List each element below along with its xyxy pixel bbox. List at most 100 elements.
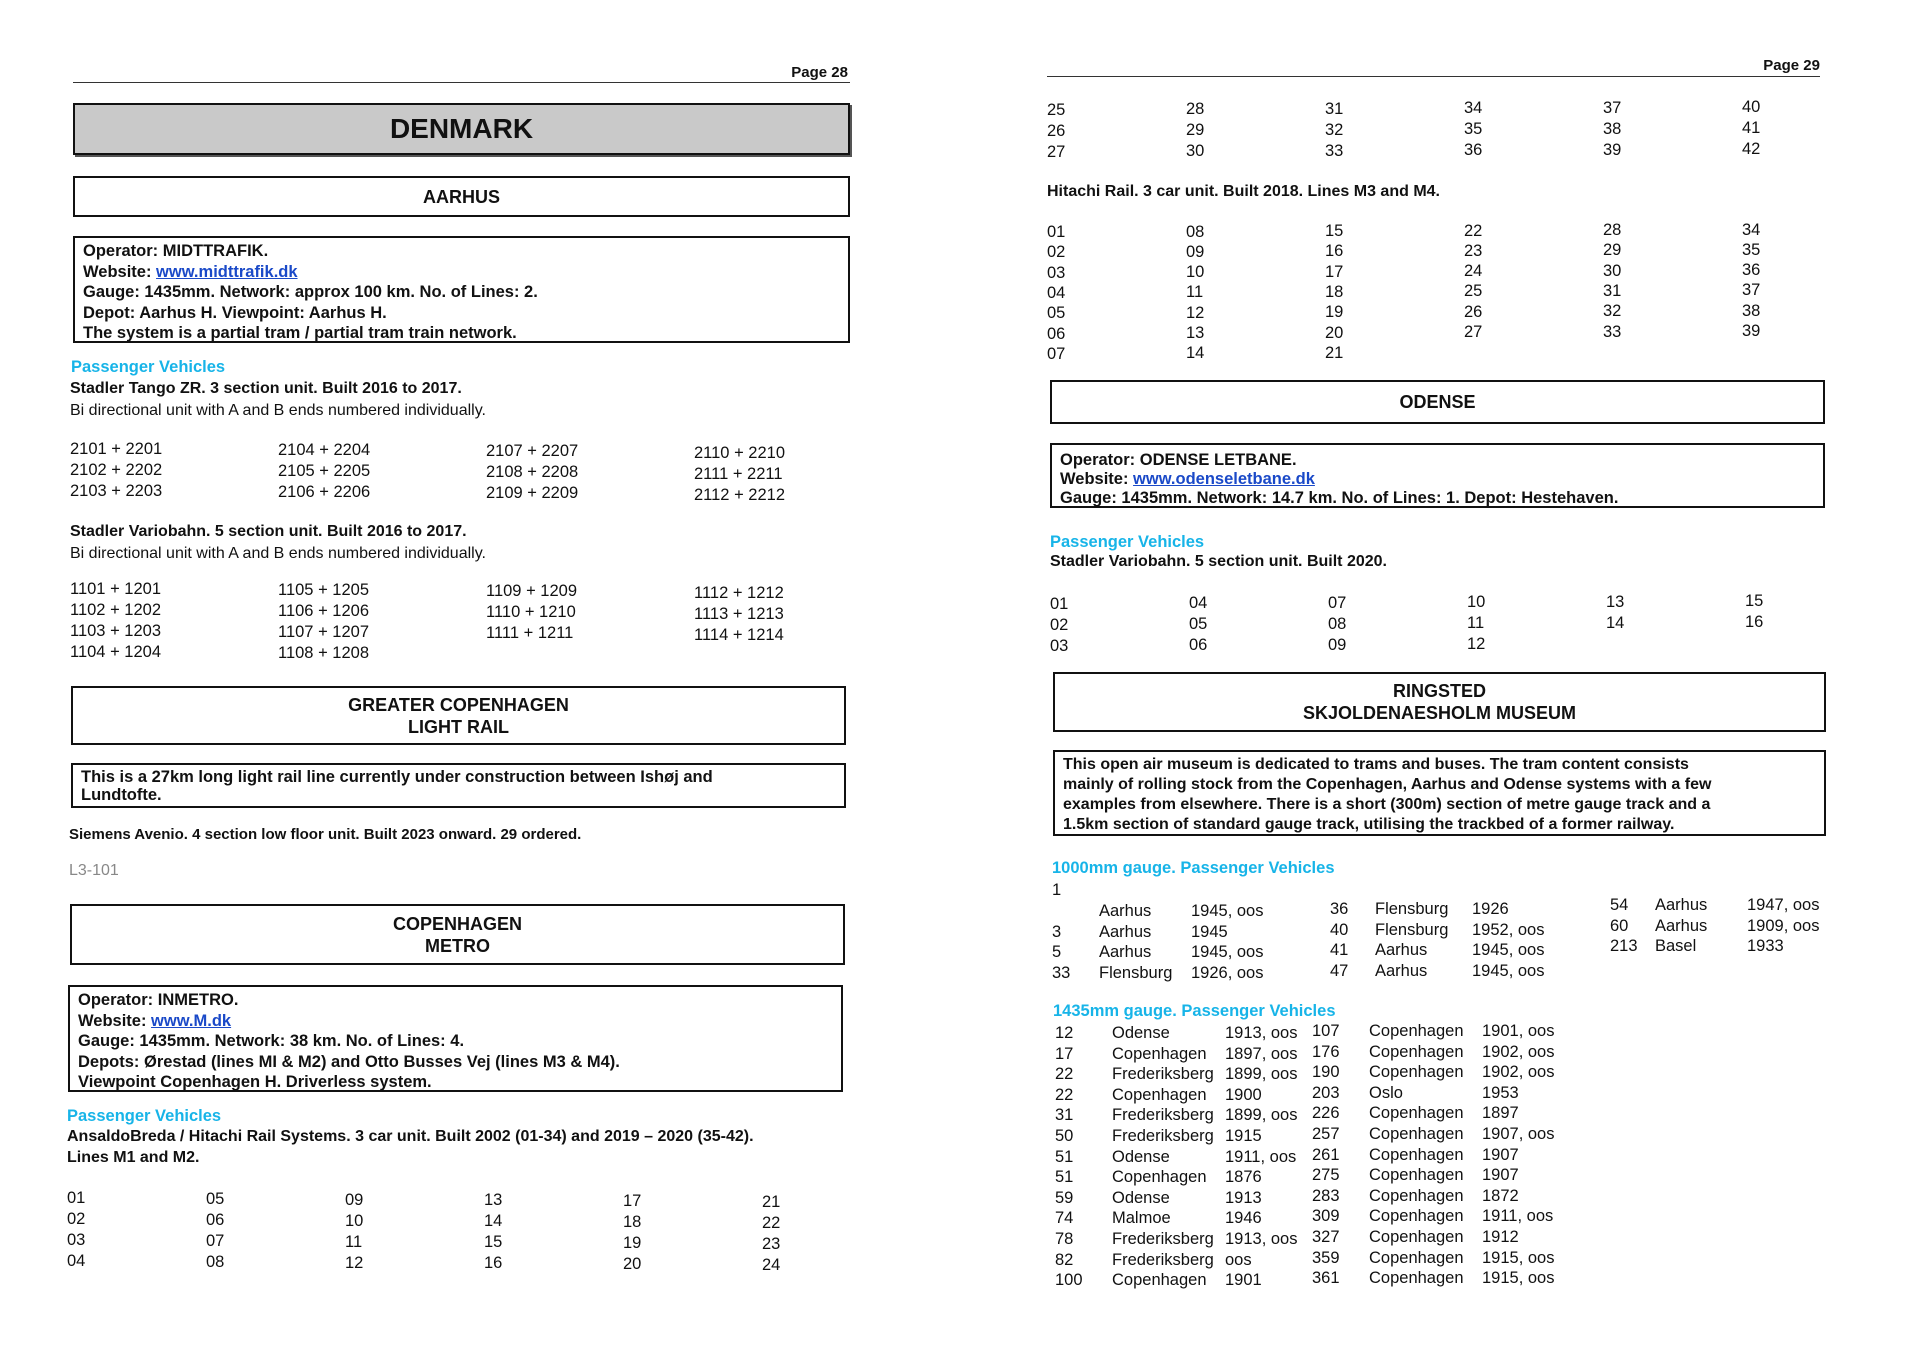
vehicle-number: 78 [1055,1230,1074,1248]
vehicle-number: 1109 + 1209 [486,582,577,601]
origin-city: Aarhus [1375,961,1428,980]
vehicle-number: 107 [1312,1022,1340,1040]
vehicle-number: 09 [1186,242,1205,261]
vehicle-number: 07 [1047,344,1066,363]
info-line: Gauge: 1435mm. Network: approx 100 km. N… [83,283,538,301]
vehicle-number: 02 [1050,616,1069,634]
vehicle-number: 37 [1742,281,1761,300]
vehicle-number: 25 [1047,101,1066,119]
vehicle-type-title: Hitachi Rail. 3 car unit. Built 2018. Li… [1047,183,1440,200]
vehicle-number: 190 [1312,1063,1340,1082]
website-link[interactable]: www.odenseletbane.dk [1133,470,1315,488]
vehicle-number: 1108 + 1208 [278,644,369,663]
origin-city: Copenhagen [1112,1168,1207,1187]
vehicle-number: 19 [1325,303,1344,322]
vehicle-number: 2105 + 2205 [278,462,371,481]
year-status: 1907 [1482,1145,1519,1164]
vehicle-number: 226 [1312,1104,1340,1123]
vehicle-number: 30 [1186,142,1205,161]
vehicle-number: 27 [1047,143,1066,161]
origin-city: Copenhagen [1112,1044,1207,1063]
year-status: 1915 [1225,1127,1262,1145]
vehicle-type-title: Stadler Tango ZR. 3 section unit. Built … [70,380,462,397]
vehicle-number: L3-101 [69,862,119,879]
vehicle-number: 25 [1464,282,1483,301]
vehicle-number: 22 [1464,221,1483,240]
info-line: The system is a partial tram / partial t… [83,324,517,342]
gauge-heading: 1000mm gauge. Passenger Vehicles [1052,859,1335,877]
website-link[interactable]: www.midttrafik.dk [156,262,298,281]
vehicle-number: 31 [1055,1106,1074,1125]
vehicle-number: 13 [1606,592,1625,611]
vehicle-number: 11 [1467,614,1485,633]
vehicle-number: 11 [345,1232,363,1251]
vehicle-number: 1111 + 1211 [486,624,574,643]
vehicle-type-title: Stadler Variobahn. 5 section unit. Built… [1050,553,1387,570]
info-line: Operator: INMETRO. [78,991,239,1009]
vehicle-number: 01 [67,1189,86,1207]
origin-city: Copenhagen [1369,1104,1464,1123]
vehicle-number: 2102 + 2202 [70,461,163,479]
vehicle-number: 12 [345,1253,364,1272]
vehicle-number: 10 [345,1211,364,1230]
vehicle-number: 24 [762,1256,781,1274]
vehicle-number: 18 [1325,282,1344,301]
vehicle-number: 1114 + 1214 [694,625,784,644]
origin-city: Copenhagen [1369,1228,1464,1246]
vehicle-number: 31 [1325,99,1344,118]
origin-city: Malmoe [1112,1209,1171,1228]
section-title: RINGSTED [1392,681,1486,701]
year-status: 1952, oos [1472,920,1545,939]
vehicle-number: 42 [1742,140,1761,158]
vehicle-number: 51 [1055,1168,1074,1187]
vehicle-number: 16 [1325,242,1344,261]
vehicle-number: 16 [1745,613,1764,631]
section-title: COPENHAGEN [392,913,522,934]
vehicle-number: 41 [1742,119,1761,137]
vehicle-number: 5 [1052,943,1062,961]
vehicle-number: 04 [67,1252,86,1270]
origin-city: Copenhagen [1369,1269,1464,1288]
vehicle-number: 24 [1464,262,1483,281]
vehicle-number: 1110 + 1210 [486,603,576,622]
vehicle-number: 21 [762,1193,781,1211]
vehicle-number: 41 [1330,941,1349,959]
vehicle-number: 03 [1047,263,1066,282]
country-heading: DENMARK [73,103,850,155]
vehicle-number: 03 [67,1231,86,1249]
website-link[interactable]: www.M.dk [151,1011,232,1030]
vehicle-number: 17 [1055,1044,1074,1063]
vehicle-number: 54 [1610,896,1629,914]
info-line: Operator: ODENSE LETBANE. [1060,451,1297,469]
year-status: 1953 [1482,1083,1519,1102]
vehicle-number: 07 [1328,593,1347,612]
vehicle-number: 05 [1189,615,1208,634]
year-status: 1912 [1482,1228,1519,1246]
origin-city: Odense [1112,1024,1170,1042]
vehicle-number: 59 [1055,1188,1074,1207]
vehicle-number: 203 [1312,1083,1340,1102]
vehicle-number: 31 [1603,281,1622,300]
vehicle-number: 327 [1312,1228,1340,1246]
origin-city: Copenhagen [1369,1063,1464,1082]
year-status: 1897 [1482,1104,1519,1123]
info-line: Gauge: 1435mm. Network: 38 km. No. of Li… [78,1032,465,1050]
vehicle-number: 1102 + 1202 [70,601,161,619]
vehicle-number: 2104 + 2204 [278,441,371,460]
vehicle-number: 29 [1603,241,1622,260]
info-line: Website: www.midttrafik.dk [83,262,298,281]
vehicle-number: 34 [1464,99,1483,118]
vehicle-number: 22 [762,1214,781,1232]
year-status: 1899, oos [1225,1106,1298,1125]
vehicle-number: 08 [206,1252,225,1271]
passenger-vehicles-heading: Passenger Vehicles [67,1107,222,1125]
vehicle-number: 257 [1312,1125,1340,1143]
vehicle-type-title: Siemens Avenio. 4 section low floor unit… [69,826,582,843]
origin-city: Copenhagen [1112,1085,1207,1104]
vehicle-number: 37 [1603,98,1622,117]
vehicle-number: 82 [1055,1250,1074,1269]
vehicle-number: 1112 + 1212 [694,583,784,602]
origin-city: Odense [1112,1147,1170,1166]
year-status: 1897, oos [1225,1044,1298,1063]
year-status: 1915, oos [1482,1248,1555,1267]
